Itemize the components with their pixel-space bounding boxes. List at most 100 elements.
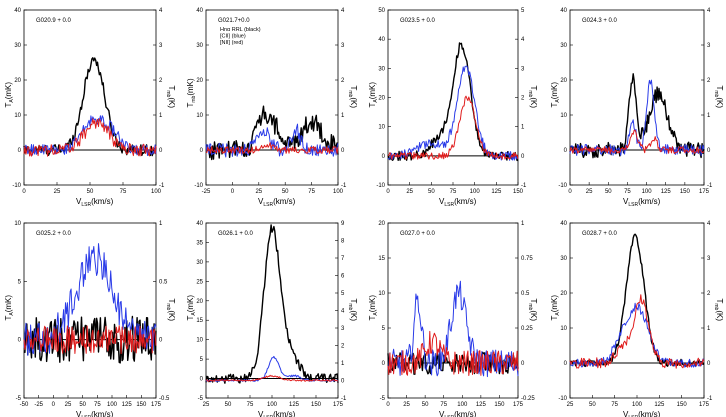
x-tick-label: 100 (151, 189, 162, 195)
x-tick-label: 150 (494, 402, 505, 408)
spectrum-panel-4: 0 25 50 75 100 125 150 175-10010203040-101234G0… (550, 8, 724, 208)
y-axis-label: TA(mK) (368, 295, 379, 321)
y2-tick-label: 0.75 (521, 256, 533, 262)
x-tick-label: -50 (20, 402, 29, 408)
y-tick-label: 10 (560, 113, 567, 119)
panel-title: G027.0 + 0.0 (400, 231, 436, 237)
x-tick-label: 25 (203, 402, 210, 408)
y2-axis-label: Tmb(K) (165, 299, 176, 322)
x-tick-label: 175 (513, 402, 524, 408)
y2-axis-label: Tmb(K) (713, 299, 724, 322)
y-tick-label: 0 (18, 148, 22, 154)
y2-tick-label: -1 (521, 183, 527, 189)
plot-frame (569, 222, 705, 399)
y-tick-label: 0 (564, 148, 568, 154)
y-tick-label: 20 (196, 78, 203, 84)
x-tick-label: 175 (333, 402, 344, 408)
y2-tick-label: -1 (341, 396, 347, 402)
y2-tick-label: 6 (341, 274, 345, 280)
y-tick-label: 40 (560, 8, 567, 14)
y-tick-label: 10 (14, 221, 21, 227)
x-tick-label: 125 (476, 402, 487, 408)
panel-title: G028.7 + 0.0 (582, 231, 618, 237)
y-tick-label: 30 (14, 43, 21, 49)
x-tick-label: 50 (605, 189, 612, 195)
spectrum-panel-5: -50 -25 0 25 50 75 100 125 150 175-50510-0.500.51… (4, 221, 176, 417)
x-tick-label: 150 (136, 402, 147, 408)
y2-tick-label: 9 (341, 221, 345, 227)
x-tick-label: 25 (586, 189, 593, 195)
y-tick-label: 0 (382, 361, 386, 367)
x-tick-label: 50 (589, 402, 596, 408)
y2-tick-label: 3 (341, 43, 345, 49)
y2-tick-label: 1 (707, 326, 711, 332)
y2-axis-label: Tmb(K) (347, 299, 358, 322)
y2-tick-label: 0.5 (521, 291, 530, 297)
y2-tick-label: 0 (159, 338, 163, 344)
x-axis-label: VLSR(km/s) (623, 197, 661, 208)
x-tick-label: 75 (120, 189, 127, 195)
plot-frame (569, 9, 705, 186)
y-tick-label: 5 (18, 279, 22, 285)
y2-tick-label: 5 (521, 8, 525, 14)
y-axis-label: Tmb(mK) (186, 78, 197, 108)
y-tick-label: -5 (16, 396, 22, 402)
x-tick-label: 75 (94, 402, 101, 408)
y-tick-label: 5 (200, 357, 204, 363)
y-axis-label: TA(mK) (186, 295, 197, 321)
x-tick-label: 100 (107, 402, 118, 408)
y2-tick-label: 2 (159, 78, 163, 84)
y2-tick-label: 2 (521, 96, 525, 102)
x-tick-label: 125 (122, 402, 133, 408)
x-tick-label: 25 (567, 402, 574, 408)
x-tick-label: 0 (386, 402, 390, 408)
panel-title: G024.3 + 0.0 (582, 18, 618, 24)
y-tick-label: -5 (198, 396, 204, 402)
panel-title: G023.5 + 0.0 (400, 18, 436, 24)
y-tick-label: 15 (378, 256, 385, 262)
y2-tick-label: 4 (159, 8, 163, 14)
y-tick-label: 50 (378, 8, 385, 14)
y2-tick-label: -1 (707, 396, 713, 402)
y2-tick-label: 3 (341, 326, 345, 332)
y2-tick-label: 7 (341, 256, 345, 262)
y2-tick-label: 0 (521, 361, 525, 367)
y2-tick-label: 8 (341, 239, 345, 245)
y-tick-label: 0 (564, 361, 568, 367)
y-tick-label: 30 (378, 66, 385, 72)
x-tick-label: 25 (54, 189, 61, 195)
y-tick-label: -10 (376, 183, 385, 189)
y2-tick-label: 0 (707, 361, 711, 367)
y2-tick-label: -1 (707, 183, 713, 189)
y2-tick-label: 0 (159, 148, 163, 154)
y-tick-label: 20 (14, 78, 21, 84)
spectrum-panel-3: 0 25 50 75 100 125 150-1001020304050-1012345G0… (368, 8, 538, 208)
x-axis-label: VLSR(km/s) (76, 410, 114, 417)
x-tick-label: 150 (680, 189, 691, 195)
y-tick-label: 10 (14, 113, 21, 119)
y2-tick-label: 1 (341, 113, 345, 119)
y-tick-label: 30 (196, 260, 203, 266)
x-tick-label: 100 (457, 402, 468, 408)
y-tick-label: 35 (196, 240, 203, 246)
x-tick-label: 0 (568, 189, 572, 195)
x-tick-label: 150 (311, 402, 322, 408)
y2-axis-label: Tmb(K) (527, 86, 538, 109)
panel-title: G020.9 + 0.0 (36, 18, 72, 24)
y2-tick-label: 1 (159, 113, 163, 119)
x-tick-label: 50 (428, 189, 435, 195)
y2-tick-label: 4 (341, 309, 345, 315)
y-tick-label: 0 (200, 377, 204, 383)
y2-tick-label: 0 (341, 379, 345, 385)
y2-tick-label: 3 (521, 66, 525, 72)
y-tick-label: 20 (378, 221, 385, 227)
plot-frame (23, 222, 157, 399)
y2-tick-label: 2 (707, 78, 711, 84)
plot-frame (205, 222, 339, 399)
y-tick-label: 20 (378, 96, 385, 102)
spectrum-panel-7: 0 25 50 75 100 125 150 175-505101520-0.2500.250… (368, 221, 538, 417)
y-tick-label: -10 (12, 183, 21, 189)
y-tick-label: 40 (560, 221, 567, 227)
panel-title: G026.1 + 0.0 (218, 231, 254, 237)
y2-axis-label: Tmb(K) (347, 86, 358, 109)
